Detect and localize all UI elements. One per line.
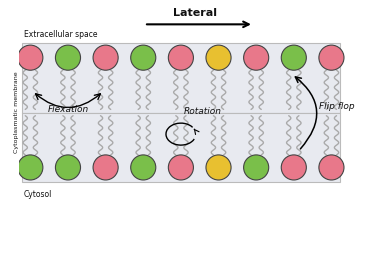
Circle shape [93, 155, 118, 180]
Text: Extracellular space: Extracellular space [24, 31, 97, 39]
Circle shape [244, 155, 269, 180]
Text: Cytosol: Cytosol [24, 190, 52, 199]
Bar [22, 113, 340, 183]
Circle shape [18, 155, 43, 180]
Text: Lateral: Lateral [173, 8, 217, 18]
Circle shape [244, 45, 269, 70]
Text: Flexation: Flexation [47, 105, 89, 114]
Text: Cytoplasmatic membrane: Cytoplasmatic membrane [14, 72, 19, 153]
Circle shape [131, 155, 156, 180]
Circle shape [281, 45, 307, 70]
Circle shape [168, 155, 193, 180]
Circle shape [55, 155, 80, 180]
Circle shape [319, 45, 344, 70]
Circle shape [206, 155, 231, 180]
Circle shape [168, 45, 193, 70]
Circle shape [18, 45, 43, 70]
Text: Rotation: Rotation [183, 108, 222, 116]
Circle shape [131, 45, 156, 70]
Circle shape [206, 45, 231, 70]
Circle shape [55, 45, 80, 70]
Circle shape [93, 45, 118, 70]
Text: Flip flop: Flip flop [319, 102, 355, 111]
Circle shape [319, 155, 344, 180]
Circle shape [281, 155, 307, 180]
Bar [22, 43, 340, 113]
